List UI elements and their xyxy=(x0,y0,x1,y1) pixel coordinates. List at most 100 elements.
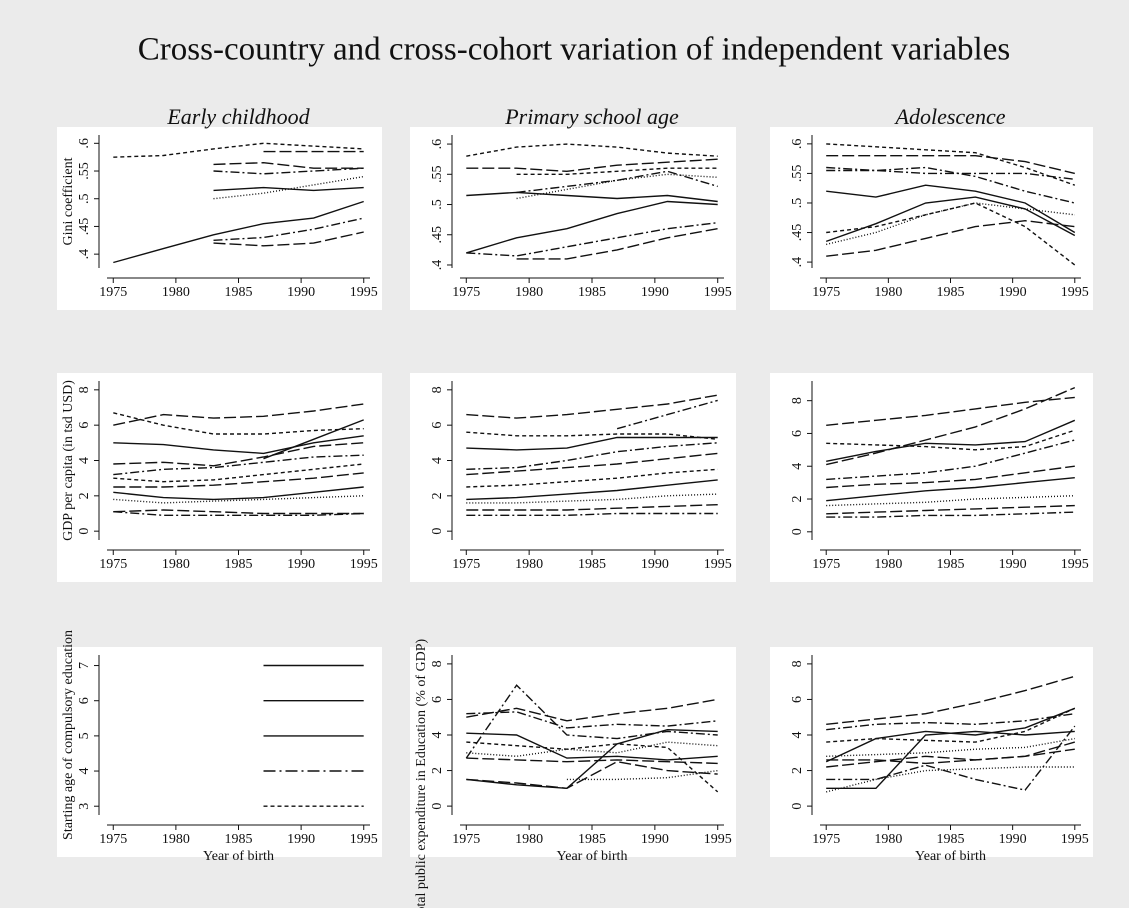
series-line xyxy=(113,442,364,467)
series-line xyxy=(826,504,1075,515)
y-tick-label: 0 xyxy=(430,528,445,535)
panel-background xyxy=(770,127,1093,310)
series-line xyxy=(466,442,718,470)
series-line xyxy=(466,728,718,790)
x-tick-label: 1990 xyxy=(287,285,315,300)
series-line xyxy=(466,732,718,761)
y-tick-label: .55 xyxy=(790,165,805,183)
y-axis-label: Gini coefficient xyxy=(61,157,76,245)
x-tick-label: 1985 xyxy=(937,285,965,300)
y-tick-label: 4 xyxy=(790,463,805,470)
y-tick-label: 2 xyxy=(77,492,92,499)
series-line xyxy=(466,436,718,451)
y-tick-label: 2 xyxy=(430,767,445,774)
series-line xyxy=(466,158,718,173)
series-line xyxy=(826,495,1075,507)
x-tick-label: 1995 xyxy=(1061,285,1089,300)
series-line xyxy=(113,435,364,455)
x-tick-label: 1975 xyxy=(99,285,127,300)
x-tick-label: 1995 xyxy=(1061,832,1089,847)
y-tick-label: .55 xyxy=(77,162,92,180)
series-line xyxy=(466,757,718,765)
y-tick-label: .4 xyxy=(790,257,805,268)
y-tick-label: 2 xyxy=(790,767,805,774)
x-tick-label: 1990 xyxy=(641,832,669,847)
x-tick-label: 1975 xyxy=(99,832,127,847)
x-tick-label: 1990 xyxy=(287,557,315,572)
series-line xyxy=(826,737,1075,757)
x-axis-label: Year of birth xyxy=(915,849,986,864)
y-tick-label: 6 xyxy=(77,422,92,429)
series-line xyxy=(826,741,1075,765)
y-tick-label: .55 xyxy=(430,166,445,184)
y-tick-label: .45 xyxy=(77,218,92,236)
series-line xyxy=(825,196,1076,243)
y-tick-label: 6 xyxy=(430,696,445,703)
y-tick-label: 6 xyxy=(430,422,445,429)
x-tick-label: 1975 xyxy=(812,557,840,572)
series-line xyxy=(113,486,364,501)
panel-background xyxy=(410,647,736,857)
x-tick-label: 1980 xyxy=(515,285,543,300)
series-line xyxy=(466,760,718,790)
y-tick-label: 2 xyxy=(430,492,445,499)
x-tick-label: 1985 xyxy=(578,285,606,300)
x-tick-label: 1985 xyxy=(937,832,965,847)
y-tick-label: 6 xyxy=(790,430,805,437)
series-line xyxy=(826,396,1075,426)
series-line xyxy=(616,399,718,430)
panel-background xyxy=(57,647,382,857)
series-line xyxy=(826,439,1075,481)
x-tick-label: 1985 xyxy=(937,557,965,572)
y-tick-label: 4 xyxy=(77,768,92,775)
series-line xyxy=(826,386,1076,466)
series-line xyxy=(466,698,718,722)
x-tick-label: 1990 xyxy=(999,557,1027,572)
series-line xyxy=(826,419,1076,462)
y-tick-label: 7 xyxy=(77,662,92,669)
y-tick-label: 4 xyxy=(77,457,92,464)
series-line xyxy=(466,468,718,488)
x-tick-label: 1975 xyxy=(99,557,127,572)
y-tick-label: .4 xyxy=(430,260,445,271)
y-tick-label: 0 xyxy=(790,803,805,810)
series-line xyxy=(826,511,1075,518)
y-tick-label: .6 xyxy=(77,138,92,149)
x-tick-label: 1985 xyxy=(225,832,253,847)
y-tick-label: .4 xyxy=(77,249,92,259)
y-tick-label: 6 xyxy=(790,696,805,703)
series-line xyxy=(516,228,718,260)
panel-background xyxy=(57,127,382,310)
y-tick-label: 0 xyxy=(790,528,805,535)
series-line xyxy=(113,403,364,426)
series-line xyxy=(466,394,718,419)
x-tick-label: 1990 xyxy=(641,285,669,300)
series-line xyxy=(213,161,364,169)
panel-title: Primary school age xyxy=(504,104,679,129)
y-tick-label: .6 xyxy=(790,139,805,150)
series-line xyxy=(213,167,364,175)
x-tick-label: 1980 xyxy=(515,557,543,572)
panel-background xyxy=(57,373,382,582)
y-tick-label: 3 xyxy=(77,803,92,810)
series-line xyxy=(466,191,718,203)
series-line xyxy=(826,465,1075,489)
y-tick-label: .45 xyxy=(790,224,805,242)
series-line xyxy=(213,175,364,200)
series-line xyxy=(466,711,718,729)
y-tick-label: 5 xyxy=(77,732,92,739)
x-tick-label: 1975 xyxy=(452,285,480,300)
y-tick-label: .6 xyxy=(430,139,445,150)
x-tick-label: 1985 xyxy=(225,285,253,300)
panel-background xyxy=(410,373,736,582)
y-tick-label: 4 xyxy=(430,457,445,464)
y-tick-label: .5 xyxy=(430,199,445,210)
series-line xyxy=(465,684,718,759)
panel-background xyxy=(770,373,1093,582)
y-tick-label: 0 xyxy=(77,528,92,535)
x-tick-label: 1995 xyxy=(350,557,378,572)
y-tick-label: 8 xyxy=(430,660,445,667)
y-tick-label: 8 xyxy=(430,386,445,393)
x-tick-label: 1985 xyxy=(578,557,606,572)
